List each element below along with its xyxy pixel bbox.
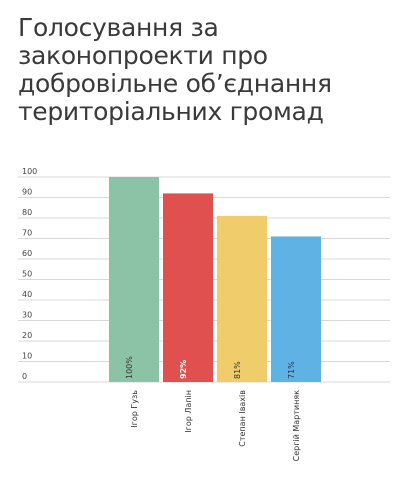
y-tick-label: 80: [22, 208, 32, 217]
data-label: 71%: [287, 361, 296, 379]
category-label: Ігор Гузь: [130, 390, 139, 428]
bar: [163, 193, 213, 382]
y-tick-label: 40: [22, 290, 32, 299]
bar: [217, 215, 267, 382]
y-tick-label: 20: [22, 331, 32, 340]
y-tick-label: 50: [22, 270, 32, 279]
y-tick-label: 60: [22, 249, 32, 258]
chart-title: Голосування за законопроекти про доброві…: [18, 13, 332, 126]
category-label: Сергій Мартиняк: [292, 390, 301, 462]
category-label: Ігор Лапін: [184, 390, 193, 433]
category-label: Степан Івахів: [238, 390, 247, 447]
data-label: 100%: [125, 356, 134, 379]
y-tick-label: 70: [22, 229, 32, 238]
y-tick-label: 90: [22, 188, 32, 197]
y-tick-label: 0: [22, 372, 27, 381]
data-label: 92%: [179, 360, 188, 379]
bars: [109, 177, 321, 382]
y-tick-label: 10: [22, 352, 32, 361]
bar-chart: 0 10 20 30 40 50 60 70 80 90 100 100% 92% 81% 71% Іго…: [18, 167, 390, 462]
value-labels: 100% 92% 81% 71%: [125, 356, 296, 379]
y-axis-tick-labels: 0 10 20 30 40 50 60 70 80 90 100: [22, 167, 37, 381]
bar: [109, 177, 159, 382]
y-tick-label: 30: [22, 311, 32, 320]
data-label: 81%: [233, 361, 242, 379]
category-labels: Ігор Гузь Ігор Лапін Степан Івахів Сергій М…: [130, 390, 301, 462]
bar: [271, 236, 321, 382]
y-tick-label: 100: [22, 167, 37, 176]
